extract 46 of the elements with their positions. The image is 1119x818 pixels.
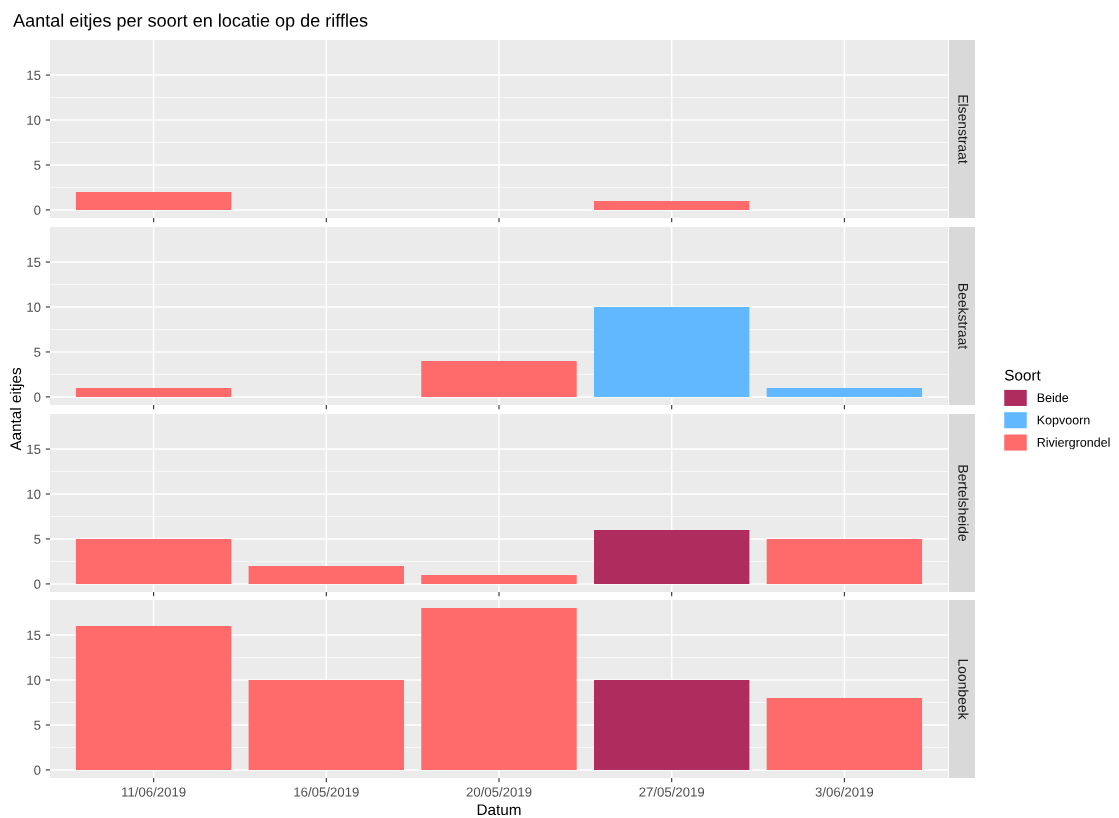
y-tick-label: 5 — [34, 347, 41, 357]
y-tick-label: 15 — [27, 257, 41, 267]
y2-axis-title: Loonbeek — [958, 659, 969, 720]
legend-title: Soort — [1004, 369, 1041, 381]
bar — [593, 680, 750, 770]
y-tick-label: 5 — [34, 160, 41, 170]
bar — [75, 626, 232, 770]
x-tick-label: 11/06/2019 — [122, 787, 186, 797]
x-tick-label: 27/05/2019 — [639, 787, 705, 797]
bar — [766, 538, 923, 584]
bar — [593, 307, 750, 397]
legend-label: Kopvoorn — [1037, 415, 1090, 427]
y-tick-label: 5 — [34, 720, 41, 730]
y-tick-label: 0 — [34, 765, 41, 775]
y-tick-label: 15 — [27, 444, 41, 454]
y-tick-label: 0 — [34, 579, 41, 589]
y2-axis-title: Beekstraat — [958, 283, 969, 350]
legend-label: Riviergrondel — [1037, 437, 1110, 450]
y-tick-label: 10 — [27, 115, 41, 125]
x-tick-label: 3/06/2019 — [815, 787, 874, 797]
legend-label: Beide — [1037, 392, 1069, 403]
bar — [593, 529, 750, 584]
bar — [766, 697, 923, 770]
bar — [421, 360, 577, 397]
y-axis-title: Aantal eitjes — [9, 367, 25, 451]
bar — [766, 387, 923, 397]
y-tick-label: 0 — [34, 205, 41, 215]
x-tick-label: 16/05/2019 — [294, 787, 359, 797]
bar — [248, 680, 405, 770]
y-tick-label: 15 — [27, 630, 41, 640]
bar — [248, 565, 405, 584]
bar — [75, 387, 232, 397]
bar — [421, 608, 577, 770]
x-tick-label: 20/05/2019 — [466, 787, 532, 797]
y-tick-label: 15 — [27, 70, 41, 80]
y-tick-label: 10 — [27, 489, 41, 499]
y2-axis-title: Bertelsheide — [958, 465, 969, 541]
bar — [75, 538, 232, 584]
y-tick-label: 10 — [27, 675, 41, 685]
bar — [421, 574, 577, 584]
y-tick-label: 5 — [34, 534, 41, 544]
y2-axis-title: Elsenstraat — [958, 95, 969, 164]
y-tick-label: 10 — [27, 302, 41, 312]
x-axis-title: Datum — [477, 804, 521, 816]
y-tick-label: 0 — [34, 392, 41, 402]
chart-title: Aantal eitjes per soort en locatie op de riffles — [13, 13, 368, 31]
